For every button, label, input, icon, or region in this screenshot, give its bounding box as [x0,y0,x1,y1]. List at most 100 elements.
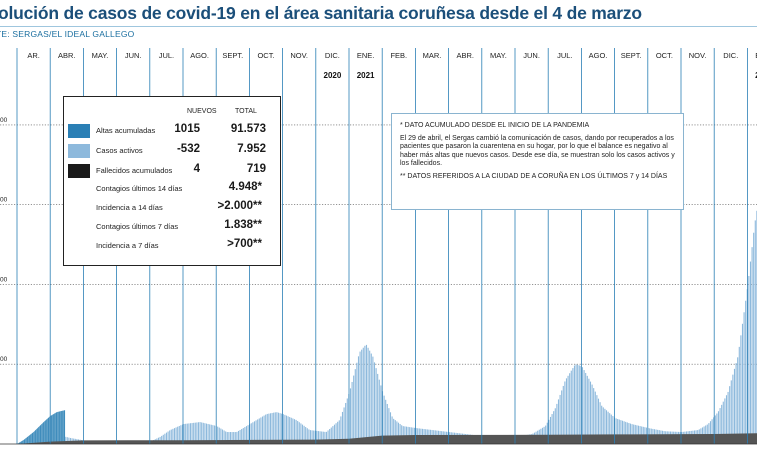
active-cases-bar [181,424,184,444]
active-cases-bar [298,422,300,444]
active-cases-bar [330,427,332,444]
active-cases-bar [385,399,387,444]
active-cases-bar [353,375,355,444]
active-cases-bar [191,423,193,444]
altas-bar [49,417,50,444]
active-cases-bar [241,429,243,444]
active-cases-bar [316,430,318,444]
active-cases-bar [602,407,604,444]
active-cases-bar [333,424,336,444]
altas-bar [53,413,55,444]
active-cases-bar [165,432,168,444]
active-cases-bar [562,385,564,444]
active-cases-bar [359,351,361,444]
active-cases-bar [306,428,308,444]
altas-bar [28,436,29,444]
active-cases-bar [561,390,563,444]
active-cases-bar [545,425,547,444]
legend-new-value: -532 [176,143,200,155]
altas-bar [41,424,42,444]
stat-value: 1.838** [224,219,262,231]
active-cases-bar [276,412,278,444]
active-cases-bar [319,431,321,444]
active-cases-bar [722,401,724,444]
active-cases-bar [570,370,572,444]
month-label: MAY. [490,51,507,60]
active-cases-bar [745,300,747,444]
active-cases-bar [66,437,68,444]
active-cases-bar [242,428,244,444]
active-cases-bar [228,432,230,444]
active-cases-bar [169,430,171,444]
active-cases-bar [233,432,235,444]
active-cases-bar [397,422,400,444]
active-cases-bar [284,414,286,444]
altas-bar [47,418,48,444]
active-cases-bar [317,431,320,444]
active-cases-bar [391,416,393,444]
active-cases-bar [329,428,331,444]
active-cases-bar [588,378,590,444]
active-cases-bar [183,423,185,444]
active-cases-bar [401,425,403,444]
active-cases-bar [357,356,360,444]
stat-label: Incidencia a 7 días [96,241,159,250]
active-cases-bar [258,418,260,444]
active-cases-bar [178,425,180,444]
active-cases-bar [583,370,585,444]
active-cases-bar [356,362,358,444]
active-cases-bar [610,414,612,444]
active-cases-bar [596,395,598,444]
active-cases-bar [711,419,713,444]
active-cases-bar [714,415,716,444]
month-label: ENE. [755,51,757,60]
active-cases-bar [618,419,620,444]
stat-row-contagios-7: Contagios últimos 7 días 1.838** [96,219,274,235]
active-cases-bar [394,420,396,444]
active-cases-bar [308,429,310,444]
active-cases-bar [388,408,390,444]
active-cases-bar [161,435,163,444]
active-cases-bar [585,372,587,444]
active-cases-bar [597,398,600,444]
active-cases-bar [225,431,227,444]
active-cases-bar [274,412,276,444]
stat-row-incidencia-7: Incidencia a 7 días >700** [96,238,274,254]
altas-bar [25,438,26,444]
active-cases-bar [345,402,347,444]
active-cases-bar [162,434,164,444]
active-cases-bar [580,365,582,444]
month-label: AGO. [190,51,209,60]
active-cases-bar [631,424,633,444]
active-cases-bar [551,414,553,444]
active-cases-bar [365,344,368,444]
active-cases-bar [321,431,323,444]
active-cases-bar [341,411,344,444]
active-cases-bar [743,312,745,444]
active-cases-bar [362,347,364,444]
active-cases-bar [372,356,374,444]
year-labels: 2020 2021 2022 [324,71,757,80]
stat-row-contagios-14: Contagios últimos 14 días 4.948* [96,181,274,197]
active-cases-bar [396,421,398,444]
legend-box: NUEVOS TOTAL Altas acumuladas 1015 91.57… [63,96,281,266]
active-cases-bar [599,402,601,444]
active-cases-bar [738,346,740,444]
altas-series-area [17,410,66,444]
legend-label: Altas acumuladas [96,126,156,135]
month-label: SEPT. [222,51,243,60]
active-cases-bar [244,427,246,444]
year-label: 2021 [357,71,375,80]
active-cases-bar [226,432,228,444]
active-cases-bar [322,431,324,444]
altas-bar [61,410,63,444]
altas-bar [45,420,47,444]
active-cases-bar [577,364,579,444]
active-cases-bar [314,430,316,444]
active-cases-bar [201,422,203,444]
active-cases-bar [708,423,710,444]
active-cases-bar [748,275,750,444]
active-cases-bar [237,430,240,444]
active-cases-bar [378,379,380,444]
